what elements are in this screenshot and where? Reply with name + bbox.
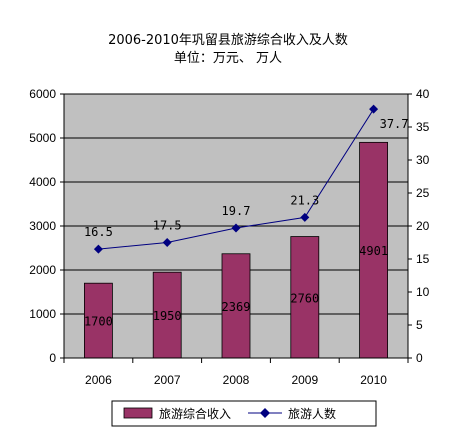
bar	[84, 282, 113, 359]
bar-data-label: 2760	[290, 291, 319, 305]
bar-data-label: 1950	[153, 309, 182, 323]
x-axis-ticks: 2006 2007 2008 2009 2010	[63, 358, 409, 387]
legend-label-visitors: 旅游人数	[288, 406, 336, 421]
bar-data-label: 4901	[359, 244, 388, 258]
bar	[359, 141, 389, 359]
right-axis-ticks: 0 5 10 15 20 25 30 35 40	[408, 87, 430, 365]
chart-subtitle: 单位：万元、 万人	[174, 51, 282, 66]
x-tick-label: 2010	[360, 373, 387, 387]
left-axis-ticks: 0 1000 2000 3000 4000 5000 6000	[29, 87, 64, 365]
right-tick-label: 20	[416, 219, 430, 233]
right-tick-label: 15	[416, 252, 430, 266]
left-tick-label: 2000	[29, 263, 56, 277]
line-marker	[300, 212, 310, 222]
line-marker	[231, 223, 241, 233]
x-tick-label: 2008	[223, 373, 250, 387]
legend-diamond-marker	[260, 408, 270, 418]
legend-bar-swatch	[123, 407, 153, 419]
line-marker	[369, 104, 379, 114]
legend-label-revenue: 旅游综合收入	[159, 406, 231, 421]
line-data-label: 16.5	[84, 225, 113, 239]
right-tick-label: 30	[416, 153, 430, 167]
bar-labels: 1700 1950 2369 2760 4901	[84, 244, 388, 328]
left-tick-label: 5000	[29, 131, 56, 145]
bar-data-label: 2369	[222, 300, 251, 314]
left-tick-label: 1000	[29, 307, 56, 321]
x-tick-label: 2006	[85, 373, 112, 387]
right-tick-label: 40	[416, 87, 430, 101]
chart-title: 2006-2010年巩留县旅游综合收入及人数	[108, 33, 348, 48]
left-tick-label: 4000	[29, 175, 56, 189]
right-tick-label: 5	[416, 318, 423, 332]
right-tick-label: 0	[416, 351, 423, 365]
bar	[152, 271, 182, 359]
line-data-label: 17.5	[153, 219, 182, 233]
line-data-label: 19.7	[222, 204, 251, 218]
line-data-label: 21.3	[290, 193, 319, 207]
line-labels: 16.5 17.5 19.7 21.3 37.7	[84, 117, 409, 239]
left-tick-label: 3000	[29, 219, 56, 233]
bar	[290, 236, 320, 359]
line-series	[93, 104, 379, 254]
x-tick-label: 2009	[291, 373, 318, 387]
line-data-label: 37.7	[380, 117, 409, 131]
legend-box	[111, 400, 377, 427]
left-tick-label: 0	[49, 351, 56, 365]
right-tick-label: 25	[416, 186, 430, 200]
legend: 旅游综合收入 旅游人数	[111, 400, 377, 427]
right-tick-label: 35	[416, 120, 430, 134]
bar-data-label: 1700	[84, 315, 113, 329]
x-tick-label: 2007	[154, 373, 181, 387]
line-marker	[93, 244, 103, 254]
line-marker	[162, 238, 172, 247]
right-tick-label: 10	[416, 285, 430, 299]
left-tick-label: 6000	[29, 87, 56, 101]
